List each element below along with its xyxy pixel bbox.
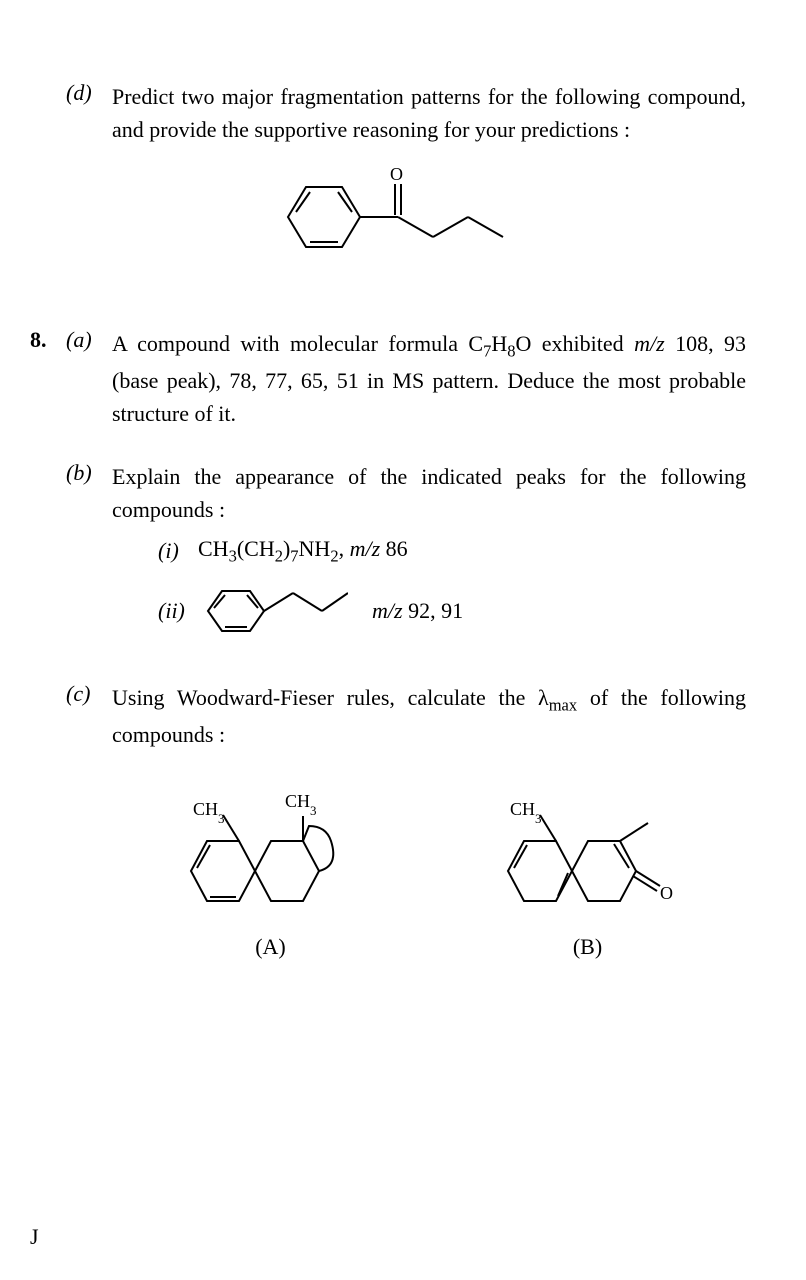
structure-7d: O [30,162,746,277]
q8b-ii: (ii) m/z 92, 91 [158,581,746,641]
svg-text:CH3: CH3 [285,791,317,818]
part-d-text: Predict two major fragmentation patterns… [112,80,746,146]
ii-mz-block: m/z 92, 91 [372,598,463,624]
c-tb: Using Woodward-Fieser rules, calculate t… [112,685,549,710]
ii-mz: m/z [372,598,403,623]
svg-text:O: O [390,164,403,184]
compounds-row: CH3 CH3 (A) [112,771,746,960]
part-a-label: (a) [66,327,112,353]
i-nh: NH [299,536,331,561]
b-ch3: CH [510,799,535,819]
svg-text:CH3: CH3 [193,799,225,826]
part-c-label: (c) [66,681,112,707]
question-8b: (b) Explain the appearance of the indica… [30,460,746,526]
q8b-i: (i) CH3(CH2)7NH2, m/z 86 [158,536,746,566]
i-s3: 7 [290,547,298,566]
a-ch3a: CH [193,799,218,819]
compound-b-label: (B) [488,934,688,960]
sub-ii-label: (ii) [158,598,198,624]
part-c-text: Using Woodward-Fieser rules, calculate t… [112,681,746,751]
part-b-text: Explain the appearance of the indicated … [112,460,746,526]
c-sub: max [549,695,577,714]
a-ch3as: 3 [218,810,225,825]
a-mz: m/z [634,331,665,356]
a-m1: H [491,331,507,356]
compound-b: CH3 O (B) [488,771,688,960]
i-s2: 2 [275,547,283,566]
compound-a: CH3 CH3 (A) [171,771,371,960]
svg-text:CH3: CH3 [510,799,542,826]
question-8a: 8. (a) A compound with molecular formula… [30,327,746,430]
a-tb: A compound with molecular formula C [112,331,483,356]
i-m: (CH [237,536,275,561]
a-m2: O exhibited [515,331,634,356]
i-cm: , [339,536,350,561]
formula-i: CH3(CH2)7NH2, m/z 86 [198,536,408,566]
part-d-label: (d) [66,80,112,106]
i-mz: m/z [350,536,381,561]
a-ch3bs: 3 [310,802,317,817]
i-s1: 3 [229,547,237,566]
a-ch3b: CH [285,791,310,811]
part-a-text: A compound with molecular formula C7H8O … [112,327,746,430]
structure-ii [198,581,348,641]
qnum-8: 8. [30,327,66,353]
ii-v: 92, 91 [403,598,464,623]
footer-j: J [30,1224,39,1250]
part-b-label: (b) [66,460,112,486]
compound-a-label: (A) [171,934,371,960]
b-ch3s: 3 [535,810,542,825]
question-7d: (d) Predict two major fragmentation patt… [30,80,746,146]
i-s4: 2 [330,547,338,566]
sub-i-label: (i) [158,538,198,564]
question-8c: (c) Using Woodward-Fieser rules, calcula… [30,681,746,751]
svg-text:O: O [660,883,673,903]
i-p: CH [198,536,229,561]
i-v: 86 [380,536,408,561]
